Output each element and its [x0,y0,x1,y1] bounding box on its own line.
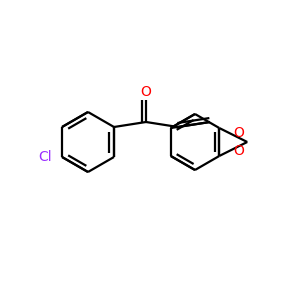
Text: Cl: Cl [38,150,52,164]
Text: O: O [233,144,244,158]
Text: O: O [140,85,152,99]
Text: O: O [233,126,244,140]
